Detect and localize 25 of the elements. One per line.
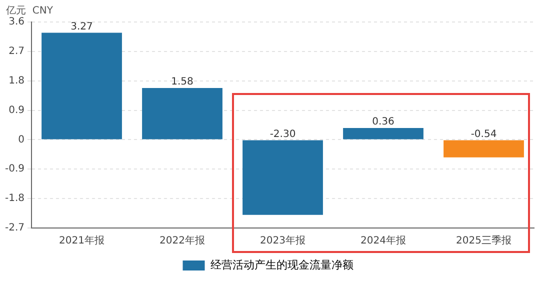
y-tick-label: 0.9 <box>8 104 25 116</box>
bar <box>343 128 424 140</box>
data-label: -2.30 <box>270 128 296 140</box>
y-tick-label: -1.8 <box>4 193 25 204</box>
legend-label: 经营活动产生的现金流量净额 <box>210 258 354 272</box>
data-label: 0.36 <box>372 116 394 128</box>
x-tick-label: 2021年报 <box>59 234 104 247</box>
y-axis-title: 亿元 CNY <box>5 6 54 17</box>
x-tick-label: 2023年报 <box>260 234 306 247</box>
bar <box>444 140 524 158</box>
bar <box>42 32 122 140</box>
data-label: 1.58 <box>171 76 194 88</box>
bar <box>142 88 222 140</box>
data-label: -0.54 <box>470 128 497 140</box>
y-tick-label: -0.9 <box>4 164 25 175</box>
bar <box>242 140 323 215</box>
x-tick-label: 2025三季报 <box>456 234 512 247</box>
x-tick-label: 2022年报 <box>160 234 205 247</box>
y-tick-label: 2.7 <box>8 46 25 58</box>
y-tick-label: 3.6 <box>8 16 25 28</box>
y-tick-label: -2.7 <box>4 222 25 234</box>
y-tick-label: 1.8 <box>8 75 25 86</box>
data-label: 3.27 <box>70 21 93 32</box>
x-tick-label: 2024年报 <box>360 234 406 247</box>
y-tick-label: 0 <box>18 134 25 146</box>
